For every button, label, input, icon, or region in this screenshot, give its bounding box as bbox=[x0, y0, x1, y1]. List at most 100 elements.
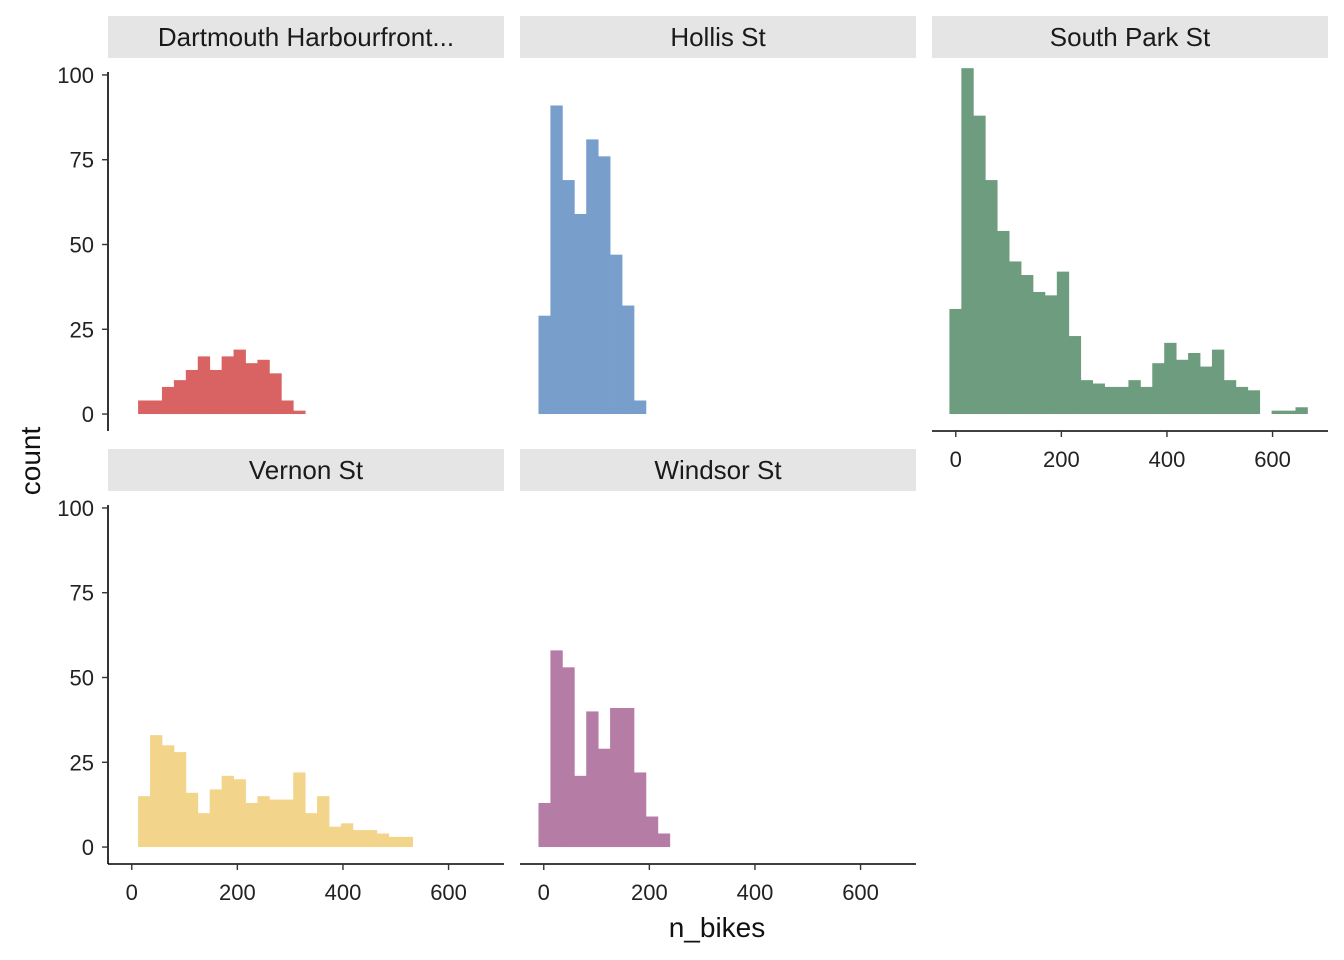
histogram-bar bbox=[586, 139, 599, 415]
histogram-bar bbox=[997, 230, 1010, 415]
x-tick-label: 0 bbox=[950, 447, 962, 472]
histogram-bar bbox=[257, 359, 270, 415]
y-tick-label: 25 bbox=[70, 317, 94, 342]
histogram-bar bbox=[209, 789, 223, 848]
histogram-bar bbox=[1128, 380, 1141, 415]
histogram-bar bbox=[150, 735, 163, 848]
facet-strip-label: Dartmouth Harbourfront... bbox=[158, 22, 454, 52]
histogram-bar bbox=[1021, 275, 1034, 415]
histogram-bar bbox=[185, 792, 199, 848]
histogram-bar bbox=[550, 105, 563, 415]
facet-strip-label: Vernon St bbox=[249, 455, 364, 485]
histogram-bar bbox=[1032, 291, 1046, 415]
histogram-bar bbox=[1295, 407, 1308, 415]
histogram-bar bbox=[586, 711, 599, 848]
histogram-bar bbox=[293, 772, 306, 848]
y-tick-label: 100 bbox=[57, 496, 94, 521]
histogram-bar bbox=[233, 349, 246, 415]
histogram-bar bbox=[209, 369, 223, 415]
histogram-bar bbox=[1200, 366, 1213, 415]
histogram-bar bbox=[598, 156, 611, 415]
histogram-bar bbox=[1223, 380, 1237, 415]
histogram-bar bbox=[1009, 261, 1022, 415]
histogram-bar bbox=[388, 836, 402, 848]
histogram-bar bbox=[1283, 410, 1296, 415]
histogram-bar bbox=[633, 772, 647, 848]
y-axis-title: count bbox=[15, 427, 46, 496]
histogram-bar bbox=[1044, 295, 1058, 415]
y-tick-label: 100 bbox=[57, 63, 94, 88]
histogram-bar bbox=[1092, 383, 1105, 415]
histogram-bar bbox=[1080, 380, 1094, 415]
histogram-bar bbox=[364, 830, 378, 848]
histogram-bar bbox=[622, 305, 635, 415]
y-axis: 0 25 50 75 100 bbox=[57, 496, 109, 864]
x-axis: 0 200 400 600 bbox=[108, 863, 504, 905]
facet-panel: Dartmouth Harbourfront... 0 25 50 75 100 bbox=[57, 16, 504, 431]
histogram-bar bbox=[197, 813, 211, 848]
histogram-bar bbox=[293, 410, 306, 415]
facet-panel: South Park St 0 200 400 600 bbox=[932, 16, 1328, 472]
x-tick-label: 200 bbox=[1043, 447, 1080, 472]
facet-strip bbox=[520, 16, 916, 58]
histogram-bar bbox=[340, 823, 354, 848]
facet-panel: Windsor St 0 200 400 600 bbox=[520, 449, 916, 905]
histogram-bar bbox=[376, 833, 390, 848]
histogram-bar bbox=[562, 180, 575, 415]
histogram-bar bbox=[257, 796, 270, 848]
x-tick-label: 200 bbox=[219, 880, 256, 905]
histogram-bars bbox=[138, 735, 413, 848]
facet-strip bbox=[108, 16, 504, 58]
x-tick-label: 200 bbox=[631, 880, 668, 905]
histogram-bar bbox=[185, 369, 199, 415]
histogram-bar bbox=[221, 356, 234, 415]
facet-strip bbox=[108, 449, 504, 491]
histogram-bar bbox=[138, 796, 151, 848]
histogram-bar bbox=[562, 667, 575, 848]
facet-panel: Vernon St 0 25 50 75 100 0 200 400 600 bbox=[57, 449, 504, 905]
histogram-bar bbox=[1247, 390, 1261, 415]
histogram-bar bbox=[1176, 359, 1189, 415]
x-tick-label: 400 bbox=[325, 880, 362, 905]
histogram-bar bbox=[1152, 363, 1165, 415]
histogram-bar bbox=[574, 775, 587, 848]
histogram-bar bbox=[961, 68, 974, 415]
histogram-bar bbox=[1235, 386, 1249, 415]
histogram-bar bbox=[400, 836, 413, 848]
y-tick-label: 0 bbox=[82, 402, 94, 427]
histogram-bars bbox=[949, 68, 1308, 415]
histogram-bar bbox=[610, 708, 623, 848]
x-axis: 0 200 400 600 bbox=[932, 430, 1328, 472]
histogram-bar bbox=[550, 650, 563, 848]
histogram-bars bbox=[538, 105, 647, 415]
histogram-bar bbox=[598, 748, 611, 848]
histogram-bar bbox=[197, 356, 211, 415]
y-axis: 0 25 50 75 100 bbox=[57, 63, 109, 431]
x-axis: 0 200 400 600 bbox=[520, 863, 916, 905]
facet-strip-label: South Park St bbox=[1050, 22, 1211, 52]
histogram-bar bbox=[305, 813, 318, 848]
histogram-bars bbox=[138, 349, 306, 415]
histogram-bar bbox=[245, 363, 258, 415]
histogram-bar bbox=[538, 315, 551, 415]
histogram-bar bbox=[161, 745, 175, 848]
y-tick-label: 0 bbox=[82, 835, 94, 860]
histogram-bars bbox=[538, 650, 671, 848]
histogram-bar bbox=[1211, 349, 1225, 415]
facet-strip-label: Hollis St bbox=[670, 22, 766, 52]
facet-strip-label: Windsor St bbox=[654, 455, 782, 485]
x-tick-label: 600 bbox=[842, 880, 879, 905]
y-tick-label: 50 bbox=[70, 666, 94, 691]
x-axis-title: n_bikes bbox=[669, 912, 766, 943]
facet-strip bbox=[932, 16, 1328, 58]
histogram-bar bbox=[173, 380, 187, 415]
histogram-bar bbox=[645, 816, 659, 848]
histogram-bar bbox=[973, 115, 986, 415]
histogram-bar bbox=[245, 802, 258, 848]
x-tick-label: 600 bbox=[430, 880, 467, 905]
histogram-bar bbox=[281, 400, 294, 415]
histogram-bar bbox=[233, 779, 246, 848]
histogram-bar bbox=[173, 752, 187, 848]
x-tick-label: 400 bbox=[737, 880, 774, 905]
